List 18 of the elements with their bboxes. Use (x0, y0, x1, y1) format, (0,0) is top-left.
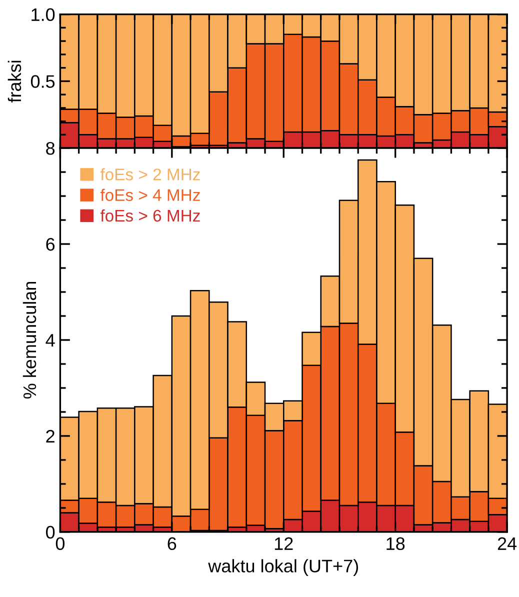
x-tick-label: 24 (498, 537, 517, 550)
legend-label: foEs > 2 MHz (100, 168, 200, 180)
y-tick-label: 8 (46, 142, 55, 155)
legend-label: foEs > 6 MHz (100, 209, 200, 222)
y-tick-label: 2 (46, 430, 54, 442)
y-axis-title: fraksi (8, 60, 22, 103)
y-tick-label: 1.0 (32, 8, 55, 22)
legend-label: foEs > 4 MHz (100, 188, 200, 202)
x-tick-label: 0 (56, 537, 65, 550)
y-tick-label: 0.5 (30, 75, 55, 88)
x-tick-label: 12 (274, 537, 293, 550)
x-tick-label: 6 (168, 537, 176, 550)
y-tick-label: 6 (46, 238, 55, 251)
y-tick-label: 0 (46, 526, 55, 539)
y-tick-label: 4 (46, 334, 55, 347)
x-axis-title: waktu lokal (UT+7) (208, 559, 358, 576)
x-tick-label: 18 (386, 537, 405, 550)
y-axis-title: % kemunculan (22, 282, 36, 399)
